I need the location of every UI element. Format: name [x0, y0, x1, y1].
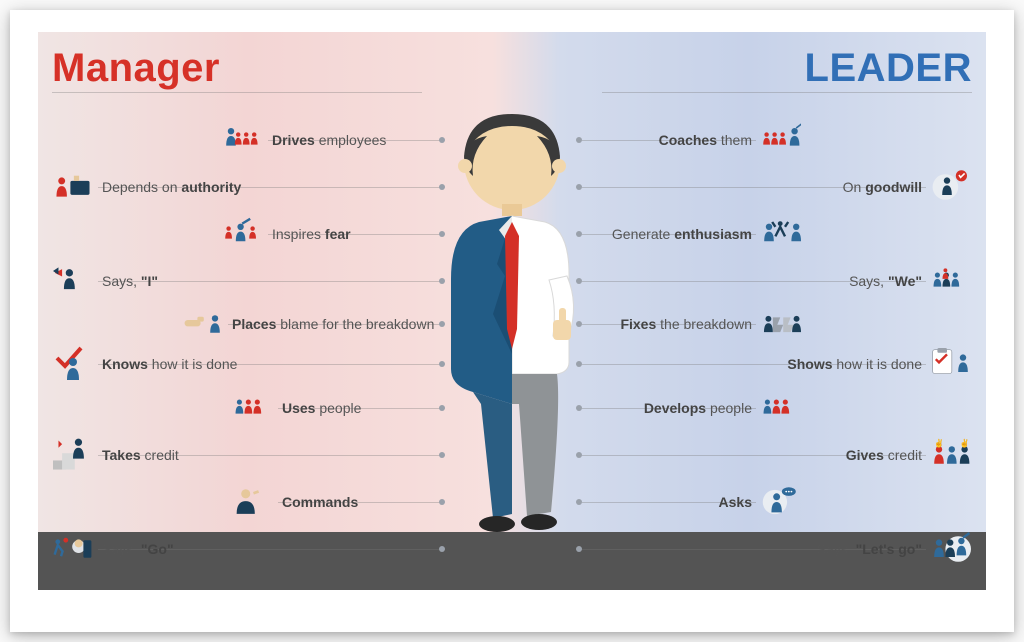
goodwill-icon [930, 166, 972, 208]
coaches-icon [760, 119, 802, 161]
rule-right [602, 92, 972, 93]
right-label: Shows how it is done [787, 356, 922, 372]
uses-icon [232, 387, 274, 429]
develops-icon [760, 387, 802, 429]
left-label: Depends on authority [102, 179, 241, 195]
svg-text:✌: ✌ [934, 438, 944, 448]
enthusiasm-icon [760, 213, 802, 255]
asks-icon [760, 481, 802, 523]
knows-icon [52, 343, 94, 385]
right-row: Gives credit✌✌ [592, 431, 972, 478]
leader-column: Coaches them On goodwill Generate enthusia… [592, 116, 972, 572]
left-row: Commands [52, 478, 432, 525]
central-person [427, 104, 597, 534]
drives-icon [222, 119, 264, 161]
right-row: Develops people [592, 384, 972, 431]
left-label: Says, "Go" [102, 541, 174, 557]
manager-column: Drives employees Depends on authority Insp… [52, 116, 432, 572]
left-row: Knows how it is done [52, 344, 432, 384]
left-label: Places blame for the breakdown [232, 316, 434, 332]
says-i-icon [52, 260, 94, 302]
shows-icon [930, 343, 972, 385]
right-row: Fixes the breakdown [592, 304, 972, 344]
left-row: Uses people [52, 384, 432, 431]
takes-icon [52, 434, 94, 476]
gives-icon: ✌✌ [930, 434, 972, 476]
right-label: Says, "We" [849, 273, 922, 289]
right-row: Says, "Let's go" [592, 525, 972, 572]
right-row: Generate enthusiasm [592, 210, 972, 257]
left-label: Takes credit [102, 447, 179, 463]
left-row: Says, "Go" [52, 525, 432, 572]
right-row: Shows how it is done [592, 344, 972, 384]
left-label: Says, "I" [102, 273, 158, 289]
right-row: Asks [592, 478, 972, 525]
slide-frame: Manager LEADER [10, 10, 1014, 632]
left-label: Uses people [282, 400, 361, 416]
left-row: Depends on authority [52, 163, 432, 210]
left-row: Inspires fear [52, 210, 432, 257]
right-row: Says, "We" [592, 257, 972, 304]
right-label: Generate enthusiasm [612, 226, 752, 242]
right-label: Asks [719, 494, 752, 510]
says-we-icon [930, 260, 972, 302]
commands-icon [232, 481, 274, 523]
left-row: Places blame for the breakdown [52, 304, 432, 344]
left-label: Commands [282, 494, 358, 510]
authority-icon [52, 166, 94, 208]
left-row: Drives employees [52, 116, 432, 163]
right-label: Develops people [644, 400, 752, 416]
blame-icon [182, 303, 224, 345]
right-label: On goodwill [843, 179, 922, 195]
rule-left [52, 92, 422, 93]
left-label: Knows how it is done [102, 356, 237, 372]
right-label: Coaches them [659, 132, 752, 148]
right-row: Coaches them [592, 116, 972, 163]
right-row: On goodwill [592, 163, 972, 210]
svg-text:✌: ✌ [960, 438, 970, 448]
leader-title: LEADER [805, 46, 972, 91]
go-icon [52, 528, 94, 570]
left-label: Drives employees [272, 132, 386, 148]
left-row: Takes credit [52, 431, 432, 478]
manager-title: Manager [52, 46, 220, 91]
left-row: Says, "I" [52, 257, 432, 304]
slide: Manager LEADER [38, 32, 986, 632]
right-label: Fixes the breakdown [620, 316, 752, 332]
fixes-icon [760, 303, 802, 345]
fear-icon [222, 213, 264, 255]
letsgo-icon [930, 528, 972, 570]
right-label: Gives credit [846, 447, 922, 463]
left-label: Inspires fear [272, 226, 351, 242]
right-label: Says, "Let's go" [817, 541, 922, 557]
